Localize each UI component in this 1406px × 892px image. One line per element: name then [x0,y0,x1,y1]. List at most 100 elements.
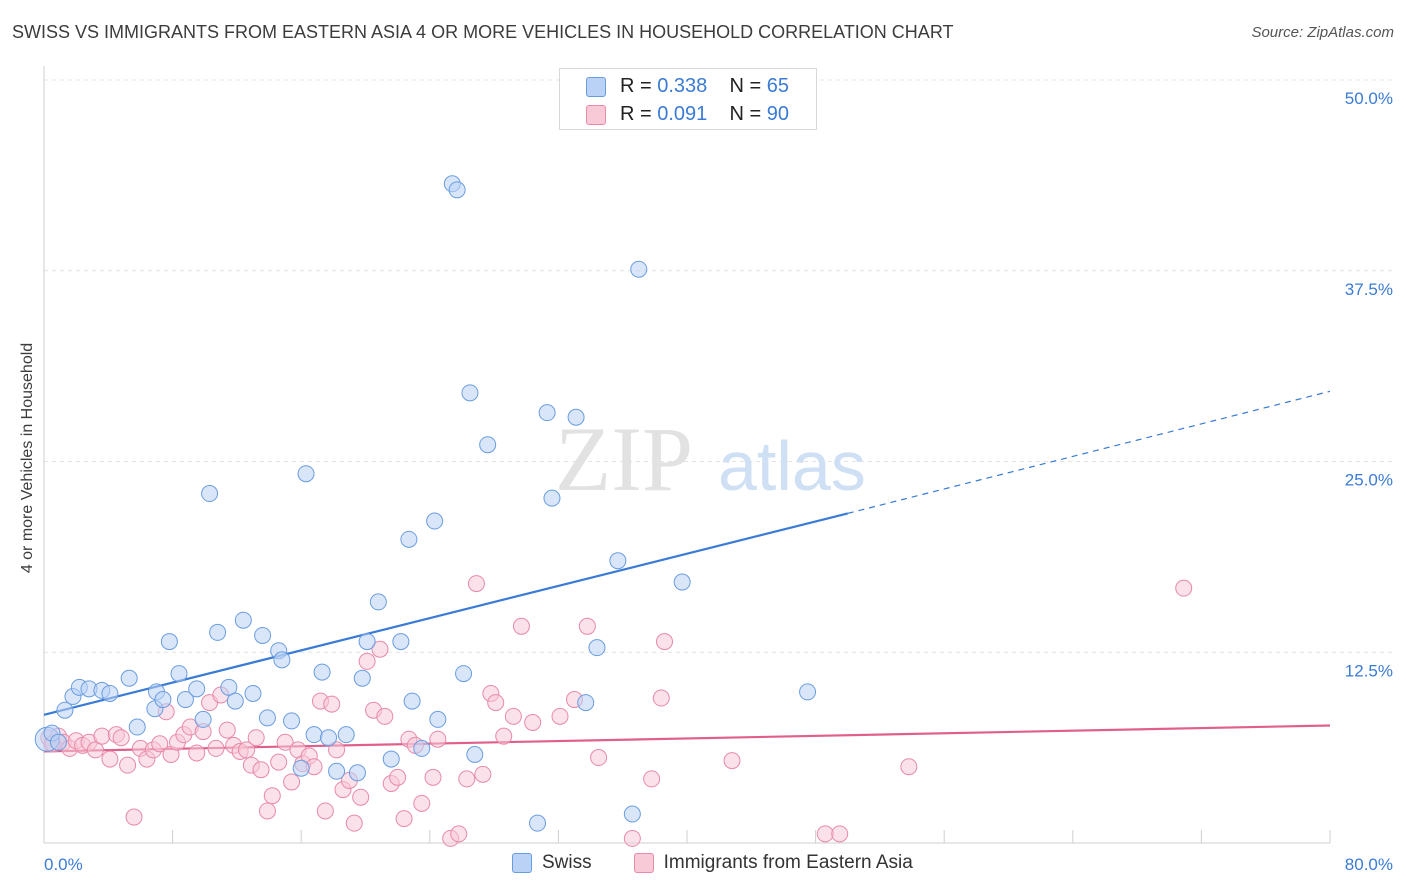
swiss-point [176,691,194,709]
immigrants-point [328,741,346,759]
immigrants-point [723,752,741,770]
immigrants-point [458,770,476,788]
immigrants-legend-swatch [633,853,654,873]
swiss-point [170,665,188,683]
immigrants-point [263,787,281,805]
immigrants-r-value: 0.091 [657,103,708,125]
immigrants-point [323,695,341,713]
swiss-point [353,669,371,687]
immigrants-point [395,810,413,828]
immigrants-point [119,756,137,774]
immigrants-point [112,729,130,747]
swiss-points [34,175,817,832]
immigrants-trend-line [43,724,1331,753]
immigrants-point [252,761,270,779]
axes [43,66,1331,844]
swiss-point [313,663,331,681]
swiss-point [630,260,648,278]
swiss-point [448,181,466,199]
swiss-point [220,678,238,696]
swiss-point [466,745,484,763]
swiss-point [413,739,431,757]
immigrants-point [512,617,530,635]
swiss-point [320,729,338,747]
swiss-point [348,764,366,782]
immigrants-point [125,808,143,826]
immigrants-point [283,773,301,791]
immigrants-point [450,825,468,843]
legend-r-label: R = [620,75,652,97]
swiss-point [234,611,252,629]
immigrants-point [270,753,288,771]
swiss-point [337,726,355,744]
swiss-point [461,384,479,402]
immigrants-legend-label: Immigrants from Eastern Asia [663,852,913,873]
swiss-point [567,408,585,426]
legend-row-swiss: R = 0.338 N = 65 [586,75,789,98]
swiss-point [673,573,691,591]
swiss-point [358,633,376,651]
immigrants-point [371,640,389,658]
immigrants-point [258,802,276,820]
swiss-point [56,701,74,719]
swiss-point [194,710,212,728]
swiss-point [188,680,206,698]
swiss-point [609,552,627,570]
immigrants-point [467,575,485,593]
y-tick-label: 12.5% [1345,661,1393,680]
swiss-point [49,733,67,751]
swiss-point [426,512,444,530]
immigrants-point [389,768,407,786]
y-tick-label: 25.0% [1345,471,1393,490]
immigrants-point [352,788,370,806]
immigrants-point [551,707,569,725]
swiss-swatch [586,76,606,97]
swiss-point [577,694,595,712]
x-tick-label-min: 0.0% [44,855,83,874]
swiss-point [799,683,817,701]
swiss-point [154,691,172,709]
bottom-legend: Swiss Immigrants from Eastern Asia [512,852,913,874]
swiss-point [479,436,497,454]
immigrants-point [238,741,256,759]
immigrants-point [86,741,104,759]
swiss-point [328,762,346,780]
immigrants-point [376,707,394,725]
immigrants-point [151,735,169,753]
immigrants-point [504,707,522,725]
legend-n-label: N = [729,103,762,125]
swiss-point [160,633,178,651]
immigrants-point [413,794,431,812]
immigrants-point [93,727,111,745]
legend-row-immigrants: R = 0.091 N = 90 [586,103,789,126]
swiss-point [101,684,119,702]
swiss-point [403,692,421,710]
immigrants-point [424,768,442,786]
immigrants-point [218,721,236,739]
immigrants-point [247,729,265,747]
immigrants-point [578,617,596,635]
swiss-point [244,684,262,702]
immigrants-point [524,713,542,731]
swiss-trend-extension [847,390,1331,514]
swiss-point [226,692,244,710]
immigrants-point [900,758,918,776]
immigrants-point [643,770,661,788]
immigrants-point [474,765,492,783]
immigrants-point [831,825,849,843]
swiss-point [588,639,606,657]
swiss-point [623,805,641,823]
swiss-point [120,669,138,687]
swiss-point [369,593,387,611]
watermark-atlas: atlas [718,427,866,505]
swiss-point [254,626,272,644]
source-label: Source: ZipAtlas.com [1251,24,1394,41]
swiss-point [400,530,418,548]
immigrants-n-value: 90 [766,103,790,125]
immigrants-point [590,749,608,767]
swiss-point [543,489,561,507]
immigrants-point [429,730,447,748]
y-tick-label: 50.0% [1345,89,1393,108]
immigrants-point [345,814,363,832]
